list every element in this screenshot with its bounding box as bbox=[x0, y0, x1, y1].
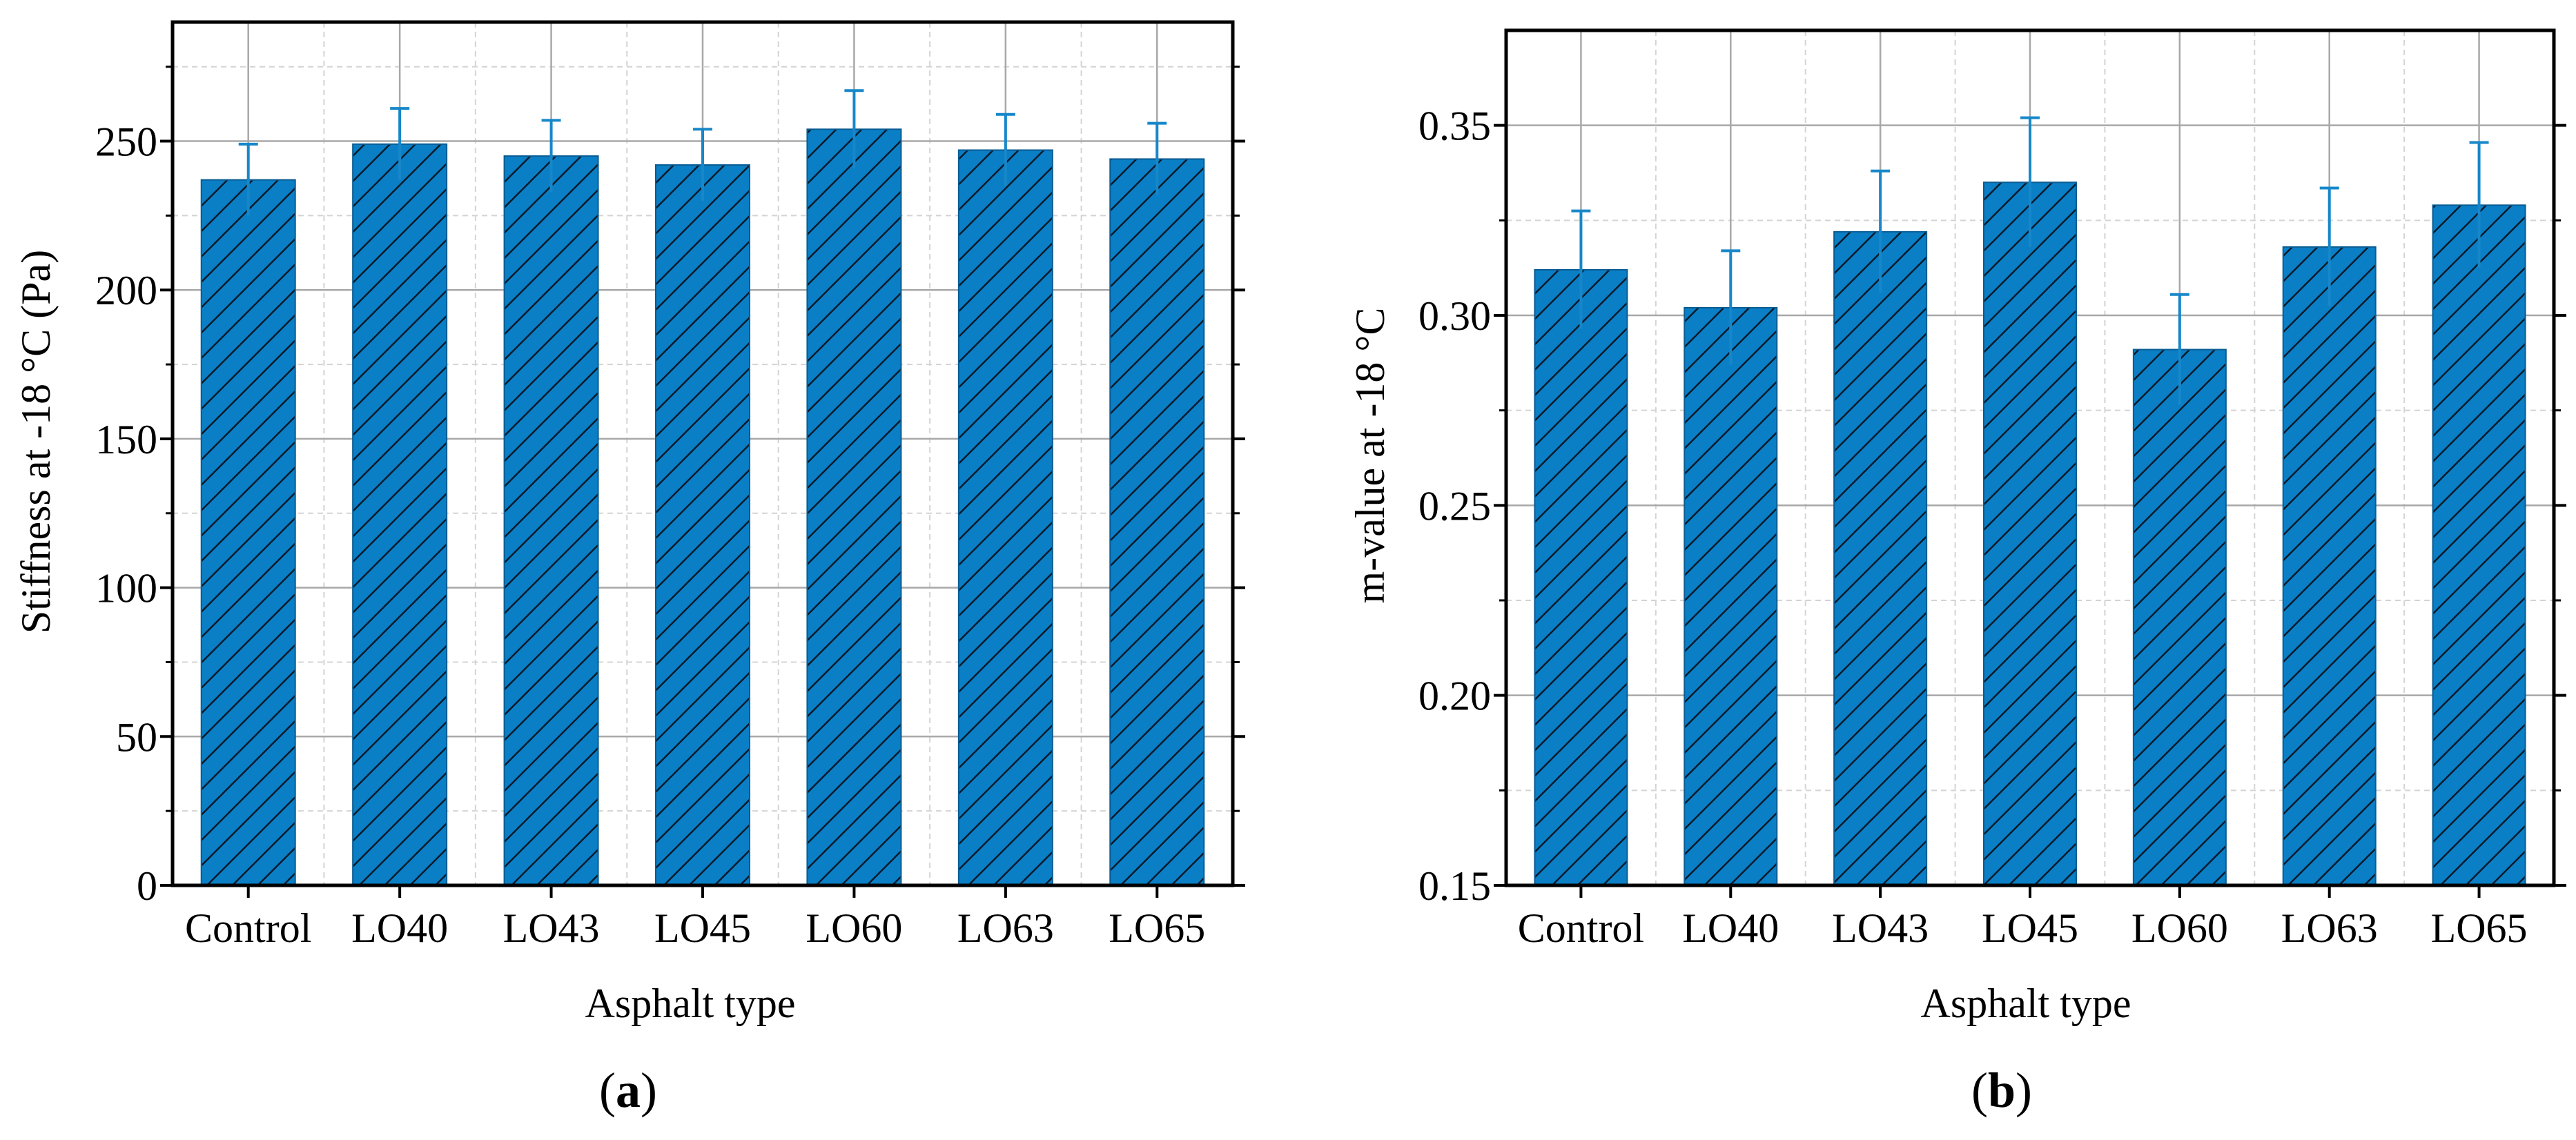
bar-lo43 bbox=[1833, 230, 1928, 886]
y-tick-label: 50 bbox=[116, 714, 157, 760]
y-tick-label: 0.25 bbox=[1418, 483, 1491, 529]
bar-lo63 bbox=[2282, 246, 2377, 886]
bar-lo65 bbox=[2432, 204, 2526, 887]
m-value-y-ticks: 0.15 0.20 0.25 0.30 0.35 bbox=[1418, 104, 2566, 909]
x-tick-label-control: Control bbox=[1518, 905, 1644, 951]
x-tick-label-lo45: LO45 bbox=[1982, 905, 2078, 951]
x-tick-label-lo40: LO40 bbox=[351, 905, 448, 951]
bar-lo45 bbox=[655, 164, 750, 887]
x-tick-label-lo63: LO63 bbox=[2281, 905, 2378, 951]
x-tick-label-lo43: LO43 bbox=[503, 905, 600, 951]
bar-control bbox=[200, 179, 296, 886]
panel-a-letter: a bbox=[616, 1063, 641, 1118]
y-tick-label: 100 bbox=[95, 566, 157, 611]
panel-a-label: (a) bbox=[599, 1063, 657, 1118]
y-tick-label: 200 bbox=[95, 268, 157, 313]
x-tick-label-lo60: LO60 bbox=[2131, 905, 2228, 951]
x-tick-label-lo65: LO65 bbox=[2431, 905, 2528, 951]
m-value-x-axis-title: Asphalt type bbox=[1921, 981, 2131, 1026]
x-tick-label-lo43: LO43 bbox=[1832, 905, 1929, 951]
x-tick-label-lo63: LO63 bbox=[957, 905, 1054, 951]
m-value-x-ticks: Control LO40 LO43 LO45 LO60 LO63 LO65 bbox=[1518, 885, 2528, 951]
y-tick-label: 250 bbox=[95, 119, 157, 165]
bar-lo43 bbox=[503, 155, 599, 886]
bar-lo65 bbox=[1109, 158, 1205, 887]
m-value-bars bbox=[1534, 116, 2526, 887]
y-tick-label: 0 bbox=[137, 863, 157, 909]
stiffness-y-ticks: 0 50 100 150 200 250 bbox=[95, 66, 1245, 909]
x-tick-label-control: Control bbox=[185, 905, 311, 951]
stiffness-chart-panel: 0 50 100 150 200 250 Control LO40 LO43 LO45 LO60 L… bbox=[13, 20, 1245, 1118]
bar-lo60 bbox=[2132, 348, 2227, 886]
bar-lo40 bbox=[1684, 306, 1778, 886]
bar-control bbox=[1534, 268, 1628, 887]
panel-b-letter: b bbox=[1988, 1063, 2016, 1118]
panel-b-label: (b) bbox=[1971, 1063, 2032, 1118]
y-tick-label: 0.15 bbox=[1418, 863, 1491, 909]
x-tick-label-lo60: LO60 bbox=[806, 905, 902, 951]
m-value-y-axis-title: m-value at -18 °C bbox=[1347, 308, 1393, 604]
bar-lo45 bbox=[1983, 181, 2077, 886]
x-tick-label-lo65: LO65 bbox=[1109, 905, 1205, 951]
bar-lo60 bbox=[806, 128, 902, 887]
stiffness-bars bbox=[200, 89, 1205, 887]
y-tick-label: 150 bbox=[95, 417, 157, 462]
x-tick-label-lo40: LO40 bbox=[1682, 905, 1779, 951]
y-tick-label: 0.30 bbox=[1418, 293, 1491, 339]
bar-lo63 bbox=[957, 149, 1053, 886]
stiffness-x-ticks: Control LO40 LO43 LO45 LO60 LO63 LO65 bbox=[185, 885, 1205, 951]
stiffness-y-axis-title: Stiffness at -18 °C (Pa) bbox=[13, 250, 59, 633]
y-tick-label: 0.20 bbox=[1418, 674, 1491, 719]
x-tick-label-lo45: LO45 bbox=[654, 905, 751, 951]
m-value-chart-panel: 0.15 0.20 0.25 0.30 0.35 Control LO40 LO43 LO45… bbox=[1347, 28, 2566, 1118]
stiffness-x-axis-title: Asphalt type bbox=[585, 981, 796, 1026]
bar-lo40 bbox=[352, 143, 448, 887]
y-tick-label: 0.35 bbox=[1418, 104, 1491, 149]
